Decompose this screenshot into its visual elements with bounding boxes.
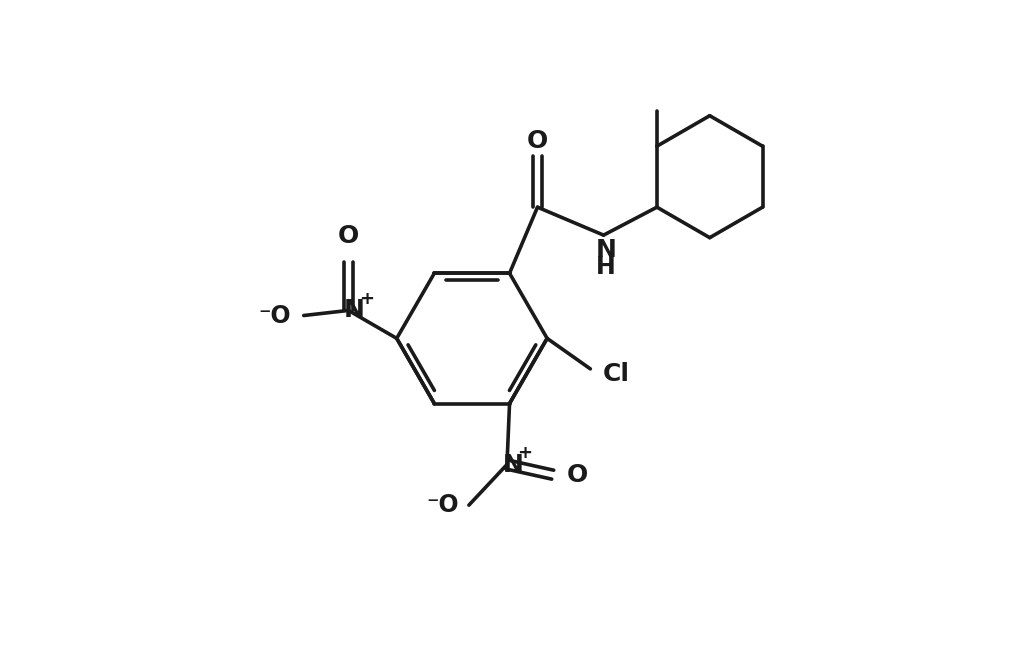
- Text: O: O: [337, 224, 359, 248]
- Text: N: N: [502, 453, 523, 477]
- Text: H: H: [596, 255, 615, 279]
- Text: ⁻O: ⁻O: [258, 304, 290, 327]
- Text: ⁻O: ⁻O: [426, 493, 459, 517]
- Text: O: O: [527, 129, 547, 153]
- Text: +: +: [359, 290, 373, 308]
- Text: O: O: [567, 463, 588, 486]
- Text: N: N: [595, 238, 615, 261]
- Text: +: +: [517, 444, 532, 462]
- Text: Cl: Cl: [602, 362, 630, 386]
- Text: N: N: [343, 298, 365, 323]
